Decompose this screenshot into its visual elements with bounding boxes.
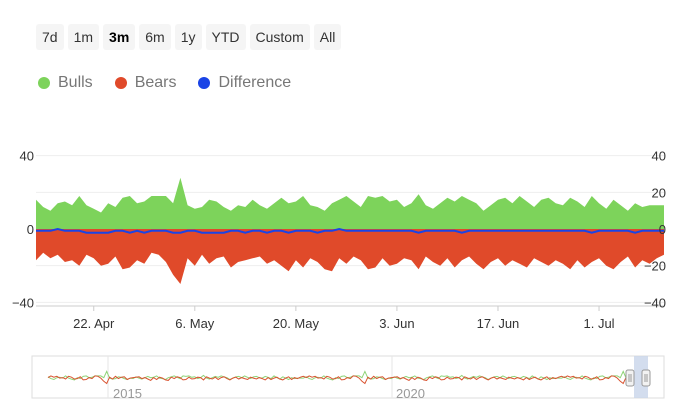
legend-marker-difference (198, 77, 211, 89)
series-area-bulls[interactable] (36, 177, 664, 229)
x-tick-label: 3. Jun (379, 316, 414, 331)
navigator-tick-label: 2015 (113, 386, 142, 401)
legend-item-bears[interactable]: Bears (114, 74, 177, 92)
range-button-all[interactable]: All (313, 24, 342, 50)
y-right-tick-label: 20 (652, 185, 666, 200)
y-left-tick-label: 0 (27, 222, 34, 237)
navigator-line-bears (47, 375, 633, 385)
navigator-selection[interactable] (634, 356, 648, 398)
chart-legend: Bulls Bears Difference (38, 74, 291, 92)
legend-item-bulls[interactable]: Bulls (38, 74, 93, 92)
x-tick-label: 22. Apr (73, 316, 115, 331)
y-right-tick-label: 0 (659, 222, 666, 237)
x-tick-label: 20. May (273, 316, 320, 331)
series-area-bears[interactable] (36, 229, 664, 284)
y-right-tick-label: −20 (644, 259, 666, 274)
x-tick-label: 6. May (175, 316, 215, 331)
range-button-ytd[interactable]: YTD (205, 24, 246, 50)
legend-label-bears: Bears (134, 74, 177, 91)
y-right-tick-label: 40 (652, 149, 666, 164)
legend-item-difference[interactable]: Difference (198, 74, 291, 92)
series-line-difference[interactable] (36, 227, 664, 234)
navigator-tick-label: 2020 (396, 386, 425, 401)
x-tick-label: 17. Jun (477, 316, 520, 331)
range-button-1m[interactable]: 1m (67, 24, 100, 50)
range-selector: 7d 1m 3m 6m 1y YTD Custom All (36, 24, 342, 50)
y-right-tick-label: −40 (644, 295, 666, 310)
legend-label-bulls: Bulls (58, 74, 93, 91)
range-button-6m[interactable]: 6m (139, 24, 171, 50)
legend-label-difference: Difference (218, 74, 292, 91)
range-button-3m[interactable]: 3m (103, 24, 136, 50)
legend-marker-bears (114, 77, 127, 89)
y-left-tick-label: −40 (12, 295, 34, 310)
x-tick-label: 1. Jul (583, 316, 614, 331)
legend-marker-bulls (38, 77, 50, 89)
range-button-custom[interactable]: Custom (249, 24, 310, 50)
navigator-handle-right[interactable] (641, 369, 651, 387)
range-button-7d[interactable]: 7d (36, 24, 64, 50)
range-button-1y[interactable]: 1y (174, 24, 202, 50)
navigator-handle-left[interactable] (625, 369, 635, 387)
navigator[interactable]: 2015 2020 (0, 350, 686, 405)
y-left-tick-label: 40 (20, 149, 34, 164)
main-chart[interactable]: 40 0 −40 40 20 0 −20 −40 22. Apr 6. May 20. May 3. … (0, 130, 686, 340)
